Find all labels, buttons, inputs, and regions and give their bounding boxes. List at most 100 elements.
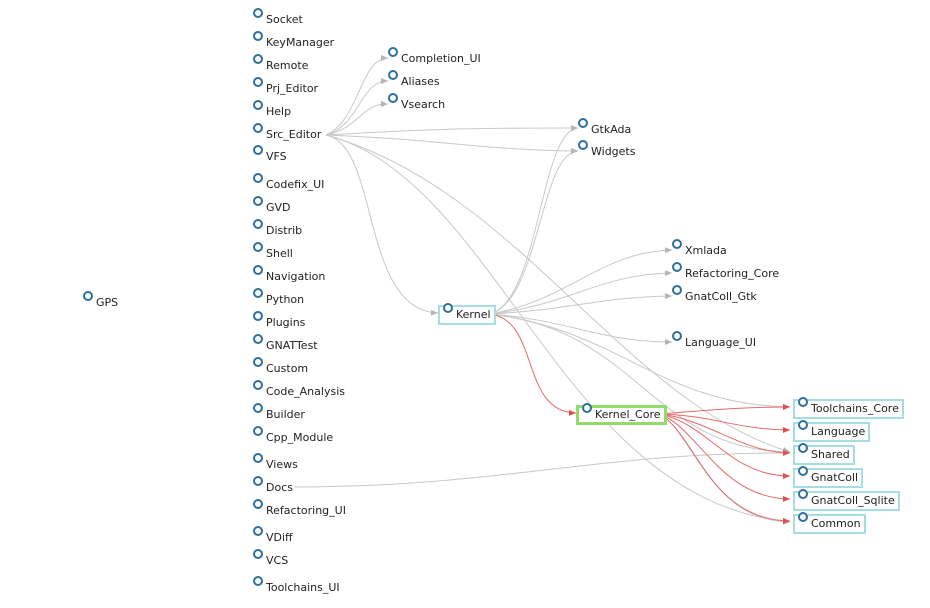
node-views[interactable]: Views (253, 453, 298, 472)
node-label: Socket (266, 13, 303, 26)
edge-src_editor-widgets (325, 134, 579, 154)
edge-src_editor-vsearch (325, 101, 389, 136)
node-vfs[interactable]: VFS (253, 145, 287, 164)
node-xmlada[interactable]: Xmlada (672, 239, 727, 258)
node-widgets[interactable]: Widgets (578, 140, 636, 159)
node-label: Vsearch (401, 98, 446, 111)
node-label: GnatColl_Gtk (685, 290, 757, 303)
node-distrib[interactable]: Distrib (253, 219, 302, 238)
edge-kernel-refactoring_core (489, 270, 673, 315)
node-vcs[interactable]: VCS (253, 549, 288, 568)
node-ring-icon (253, 123, 263, 133)
node-label: Completion_UI (401, 52, 481, 65)
node-plugins[interactable]: Plugins (253, 311, 306, 330)
node-gnatcoll[interactable]: GnatColl (793, 466, 864, 488)
node-aliases[interactable]: Aliases (388, 70, 440, 89)
node-ring-icon (253, 403, 263, 413)
node-ring-icon (253, 334, 263, 344)
node-label: Plugins (266, 316, 306, 329)
node-ring-icon (388, 93, 398, 103)
node-ring-icon (798, 443, 808, 453)
node-ring-icon (253, 426, 263, 436)
node-remote[interactable]: Remote (253, 54, 309, 73)
node-label: Common (811, 517, 861, 530)
node-vdiff[interactable]: VDiff (253, 526, 293, 545)
node-ring-icon (578, 118, 588, 128)
node-ring-icon (798, 397, 808, 407)
edge-kernel-shared (489, 313, 791, 455)
edge-kernel-toolchains_core (489, 313, 791, 410)
node-prj_editor[interactable]: Prj_Editor (253, 77, 318, 96)
node-ring-icon (443, 303, 453, 313)
node-language[interactable]: Language (793, 420, 871, 442)
node-ring-icon (253, 311, 263, 321)
node-ring-icon (253, 145, 263, 155)
node-builder[interactable]: Builder (253, 403, 305, 422)
node-kernel_core[interactable]: Kernel_Core (576, 403, 667, 425)
edge-kernel-xmlada (489, 247, 673, 315)
node-label: Kernel_Core (595, 408, 661, 421)
node-label: Codefix_UI (266, 178, 325, 191)
node-language_ui[interactable]: Language_UI (672, 331, 756, 350)
node-keymanager[interactable]: KeyManager (253, 31, 334, 50)
node-label: Custom (266, 362, 309, 375)
node-label: GnatColl (811, 471, 859, 484)
node-gps[interactable]: GPS (83, 291, 118, 310)
node-kernel[interactable]: Kernel (438, 303, 496, 325)
node-label: Refactoring_Core (685, 267, 780, 280)
node-codefix_ui[interactable]: Codefix_UI (253, 173, 325, 192)
node-label: Views (266, 458, 298, 471)
node-ring-icon (388, 47, 398, 57)
node-gnatcoll_gtk[interactable]: GnatColl_Gtk (672, 285, 757, 304)
node-ring-icon (253, 173, 263, 183)
node-ring-icon (672, 239, 682, 249)
edge-src_editor-common (325, 134, 791, 525)
node-label: Language (811, 425, 866, 438)
node-shared[interactable]: Shared (793, 443, 855, 465)
node-label: Navigation (266, 270, 326, 283)
node-shell[interactable]: Shell (253, 242, 293, 261)
node-docs[interactable]: Docs (253, 476, 293, 495)
node-custom[interactable]: Custom (253, 357, 309, 376)
node-src_editor[interactable]: Src_Editor (253, 123, 321, 142)
node-label: Shared (811, 448, 850, 461)
node-label: Toolchains_UI (266, 581, 340, 594)
node-label: Refactoring_UI (266, 504, 346, 517)
node-python[interactable]: Python (253, 288, 304, 307)
edge-kernel_core-common (659, 413, 791, 525)
node-gvd[interactable]: GVD (253, 196, 291, 215)
node-gtkada[interactable]: GtkAda (578, 118, 631, 137)
node-navigation[interactable]: Navigation (253, 265, 326, 284)
node-common[interactable]: Common (793, 512, 866, 534)
node-label: Remote (266, 59, 309, 72)
edge-kernel_core-gnatcoll_sqlite (659, 413, 791, 502)
node-toolchains_core[interactable]: Toolchains_Core (793, 397, 904, 419)
node-refactoring_ui[interactable]: Refactoring_UI (253, 499, 346, 518)
node-label: Xmlada (685, 244, 727, 257)
node-ring-icon (253, 242, 263, 252)
node-ring-icon (253, 219, 263, 229)
node-refactoring_core[interactable]: Refactoring_Core (672, 262, 780, 281)
edge-kernel_core-language (659, 413, 791, 433)
node-ring-icon (798, 466, 808, 476)
node-ring-icon (672, 331, 682, 341)
node-ring-icon (253, 380, 263, 390)
edge-kernel-gnatcoll_gtk (489, 293, 673, 315)
node-code_analysis[interactable]: Code_Analysis (253, 380, 345, 399)
node-label: Cpp_Module (266, 431, 334, 444)
node-label: Builder (266, 408, 305, 421)
node-ring-icon (253, 357, 263, 367)
node-vsearch[interactable]: Vsearch (388, 93, 446, 112)
node-socket[interactable]: Socket (253, 8, 303, 27)
node-completion_ui[interactable]: Completion_UI (388, 47, 481, 66)
node-gnattest[interactable]: GNATTest (253, 334, 318, 353)
node-cpp_module[interactable]: Cpp_Module (253, 426, 334, 445)
node-toolchains_ui[interactable]: Toolchains_UI (253, 576, 340, 595)
edge-kernel_core-toolchains_core (659, 404, 791, 415)
node-ring-icon (388, 70, 398, 80)
node-label: Code_Analysis (266, 385, 345, 398)
node-label: Widgets (591, 145, 636, 158)
node-help[interactable]: Help (253, 100, 291, 119)
edge-src_editor-aliases (325, 78, 389, 136)
node-gnatcoll_sqlite[interactable]: GnatColl_Sqlite (793, 489, 900, 511)
